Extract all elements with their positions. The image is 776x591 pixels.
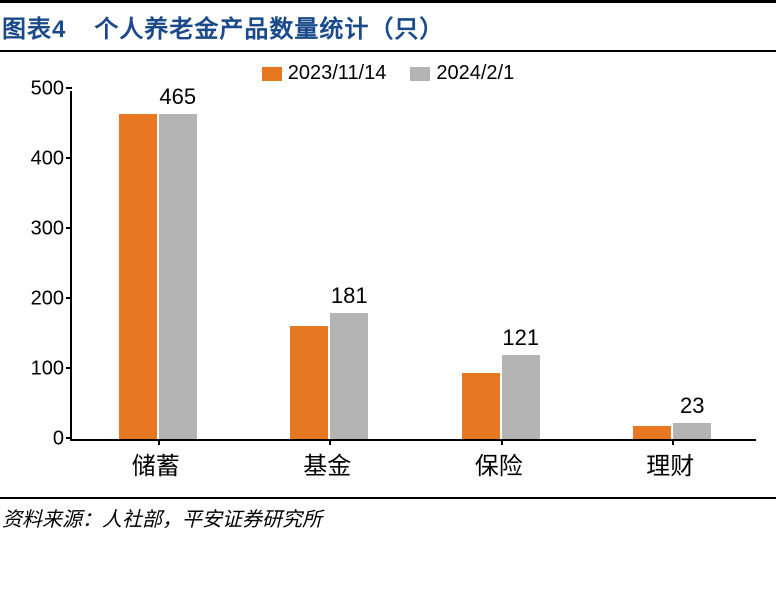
- y-tick-mark: [66, 297, 72, 299]
- legend-swatch: [262, 67, 282, 81]
- y-tick-mark: [66, 157, 72, 159]
- y-tick-mark: [66, 367, 72, 369]
- category-label: 储蓄: [132, 446, 180, 481]
- y-tick-label: 0: [14, 428, 64, 451]
- bar-group: [119, 114, 197, 440]
- value-label: 465: [159, 84, 196, 110]
- bar: [502, 355, 540, 440]
- category-label: 保险: [475, 446, 523, 481]
- legend-item: 2023/11/14: [262, 62, 387, 85]
- source-note: 资料来源：人社部，平安证券研究所: [0, 497, 776, 532]
- title-text: 个人养老金产品数量统计（只）: [94, 16, 444, 43]
- bar-group: [633, 423, 711, 439]
- plot-area: 46518112123 0100200300400500: [70, 91, 756, 441]
- bar: [159, 114, 197, 440]
- legend-item: 2024/2/1: [410, 62, 514, 85]
- y-tick-label: 200: [14, 288, 64, 311]
- bar-group: [462, 355, 540, 440]
- y-tick-label: 300: [14, 218, 64, 241]
- bar: [330, 313, 368, 440]
- category-label: 理财: [646, 446, 694, 481]
- legend-swatch: [410, 67, 430, 81]
- value-label: 121: [502, 325, 539, 351]
- bar: [119, 114, 157, 440]
- bar: [290, 326, 328, 439]
- y-tick-label: 400: [14, 148, 64, 171]
- y-tick-label: 500: [14, 78, 64, 101]
- bar: [462, 373, 500, 440]
- legend-label: 2024/2/1: [436, 62, 514, 84]
- bar: [633, 426, 671, 439]
- bar-group: [290, 313, 368, 440]
- bar: [673, 423, 711, 439]
- y-tick-label: 100: [14, 358, 64, 381]
- legend: 2023/11/14 2024/2/1: [0, 62, 776, 85]
- category-label: 基金: [303, 446, 351, 481]
- x-axis-labels: 储蓄 基金 保险 理财: [70, 441, 756, 491]
- value-label: 181: [331, 283, 368, 309]
- title-prefix: 图表4: [2, 16, 66, 43]
- y-tick-mark: [66, 437, 72, 439]
- y-tick-mark: [66, 227, 72, 229]
- bar-chart: 46518112123 0100200300400500 储蓄基金保险理财: [70, 91, 756, 491]
- bars-layer: 46518112123: [72, 91, 756, 439]
- value-label: 23: [680, 393, 704, 419]
- chart-title: 图表4 个人养老金产品数量统计（只）: [0, 0, 776, 52]
- y-tick-mark: [66, 87, 72, 89]
- legend-label: 2023/11/14: [288, 62, 387, 84]
